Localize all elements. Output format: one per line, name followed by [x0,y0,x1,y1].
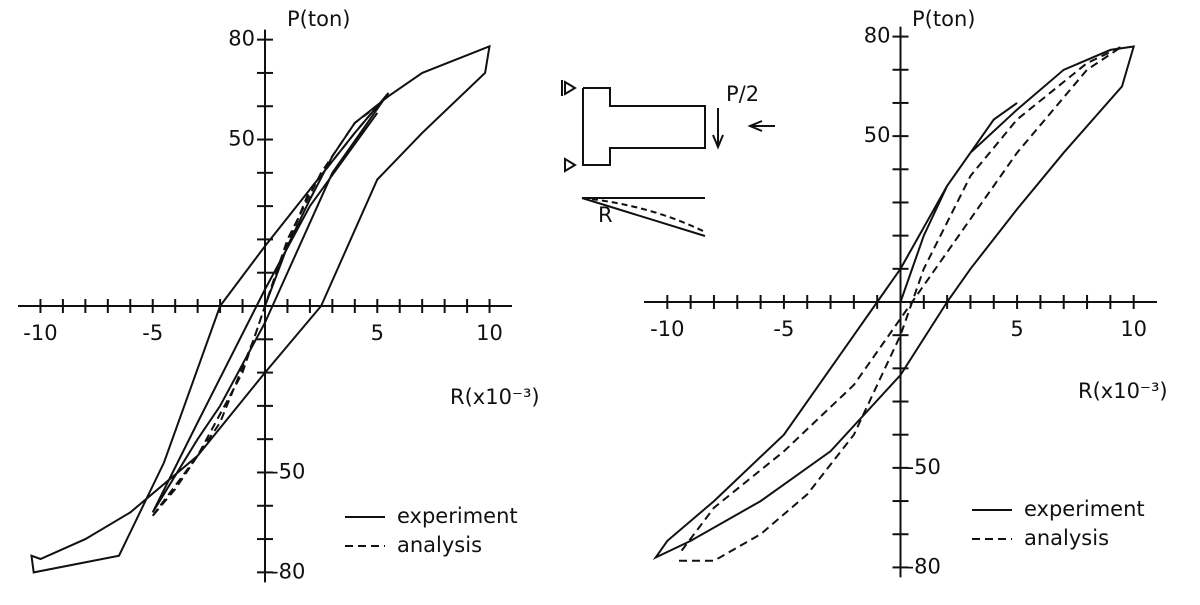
y-tick-label: 50 [228,127,255,151]
y-axis-label: P(ton) [912,7,975,31]
x-axis-label: R(x10⁻³) [450,385,540,409]
x-tick-label: 10 [1120,317,1147,341]
y-axis-label: P(ton) [287,7,350,31]
y-tick-label: 50 [864,123,891,147]
arrow-head [747,120,763,132]
y-tick-label: -50 [907,455,941,479]
y-tick-label: -50 [271,459,305,483]
legend-label: analysis [1024,526,1109,550]
load-label: P/2 [726,82,759,106]
x-axis-label: R(x10⁻³) [1078,379,1168,403]
series-line [652,45,1136,561]
x-tick-label: 10 [476,321,503,345]
series-line [151,105,379,517]
legend-label: experiment [397,504,518,528]
legend-label: analysis [397,533,482,557]
y-tick-label: 80 [864,24,891,48]
y-tick-label: -80 [907,554,941,578]
arrow-head [712,134,724,150]
y-tick-label: -80 [271,559,305,583]
series-line [30,44,491,574]
x-tick-label: -10 [650,317,684,341]
x-tick-label: 5 [1010,317,1023,341]
series-line [678,45,1123,562]
support [564,80,577,96]
deflection-line [581,197,706,237]
support [564,157,577,173]
x-tick-label: -5 [773,317,794,341]
x-tick-label: 5 [371,321,384,345]
y-tick-label: 80 [228,27,255,51]
x-tick-label: -10 [23,321,57,345]
specimen [582,87,706,166]
x-tick-label: -5 [142,321,163,345]
rotation-label: R [598,203,613,227]
specimen-diagram [561,80,775,237]
deflection-analysis [581,197,706,233]
legend-label: experiment [1024,497,1145,521]
